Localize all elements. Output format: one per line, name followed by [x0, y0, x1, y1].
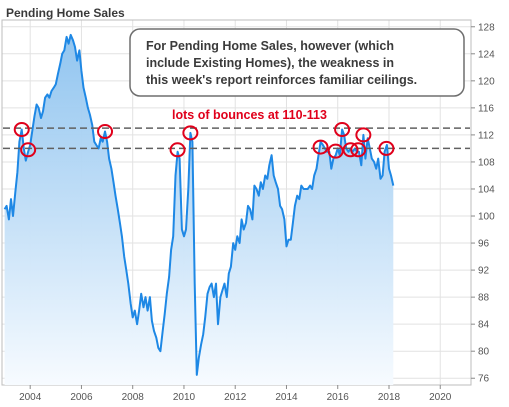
- y-tick-label: 76: [478, 374, 490, 385]
- y-tick-label: 100: [478, 212, 495, 223]
- y-tick-label: 92: [478, 266, 490, 277]
- area-fill: [4, 34, 394, 386]
- callout-line-1: For Pending Home Sales, however (which: [146, 39, 394, 53]
- highlight-circle: [20, 142, 37, 158]
- highlight-circle: [13, 122, 30, 137]
- x-tick-label: 2012: [224, 392, 247, 403]
- y-tick-label: 108: [478, 157, 495, 168]
- highlight-circle: [312, 139, 329, 155]
- y-tick-label: 84: [478, 320, 490, 331]
- y-axis-ticks: 76 80 84 88 92 96 100 104 108 112 116 120 124 128: [471, 22, 495, 385]
- y-tick-label: 128: [478, 22, 495, 33]
- y-tick-label: 80: [478, 347, 490, 358]
- x-tick-label: 2008: [122, 392, 145, 403]
- highlight-circle: [342, 142, 359, 158]
- highlight-circle: [182, 125, 199, 141]
- callout-border: [129, 28, 465, 97]
- chart-title: Pending Home Sales: [6, 6, 125, 20]
- highlight-circle: [169, 142, 186, 158]
- y-tick-label: 104: [478, 184, 495, 195]
- x-tick-label: 2004: [19, 392, 42, 403]
- x-tick-label: 2006: [70, 392, 93, 403]
- highlight-circle: [378, 140, 395, 156]
- y-tick-label: 120: [478, 76, 495, 87]
- highlight-circle: [97, 124, 114, 140]
- bounce-annotation-label: lots of bounces at 110-113: [172, 108, 327, 122]
- highlight-circle: [350, 142, 367, 158]
- y-tick-label: 96: [478, 239, 490, 250]
- x-axis-ticks: 2004 2006 2008 2010 2012 2014 2016 2018 2020: [19, 385, 452, 403]
- y-tick-label: 112: [478, 130, 494, 141]
- callout-line-2: include Existing Homes), the weakness in: [146, 56, 394, 70]
- x-tick-label: 2010: [173, 392, 196, 403]
- highlight-circle: [334, 122, 351, 137]
- highlight-circles: [13, 122, 395, 159]
- y-tick-label: 88: [478, 293, 490, 304]
- highlight-circle: [355, 127, 372, 143]
- x-tick-label: 2020: [429, 392, 452, 403]
- y-tick-label: 116: [478, 103, 494, 114]
- x-tick-label: 2014: [275, 392, 298, 403]
- x-tick-label: 2018: [378, 392, 401, 403]
- x-tick-label: 2016: [327, 392, 350, 403]
- series-area: [4, 34, 394, 386]
- callout-line-3: this week's report reinforces familiar c…: [146, 73, 417, 87]
- reference-lines: [3, 127, 470, 150]
- callout-box: For Pending Home Sales, however (which i…: [129, 28, 465, 97]
- y-tick-label: 124: [478, 49, 495, 60]
